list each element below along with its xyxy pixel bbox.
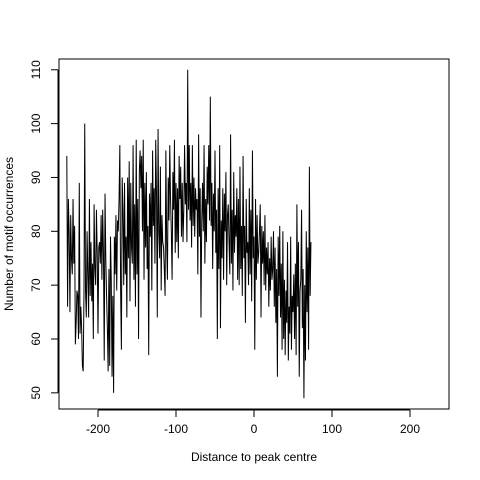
y-tick-label: 80 — [29, 224, 43, 238]
plot-frame — [58, 58, 450, 410]
x-tick-label: -100 — [164, 422, 188, 436]
series-line — [66, 69, 312, 399]
y-tick-label: 110 — [29, 60, 43, 79]
y-axis: 50 60 70 80 90 100 110 — [29, 60, 59, 400]
x-axis: -200 -100 0 100 200 — [86, 409, 420, 436]
y-tick-label: 50 — [29, 386, 43, 400]
x-axis-title: Distance to peak centre — [191, 450, 317, 464]
x-tick-label: -200 — [86, 422, 110, 436]
y-tick-label: 70 — [29, 278, 43, 292]
x-tick-label: 0 — [251, 422, 258, 436]
y-tick-label: 100 — [29, 113, 43, 133]
y-axis-title: Number of motif occurrences — [2, 157, 16, 311]
y-tick-label: 90 — [29, 170, 43, 184]
x-tick-label: 200 — [400, 422, 420, 436]
x-tick-label: 100 — [322, 422, 342, 436]
y-tick-label: 60 — [29, 332, 43, 346]
